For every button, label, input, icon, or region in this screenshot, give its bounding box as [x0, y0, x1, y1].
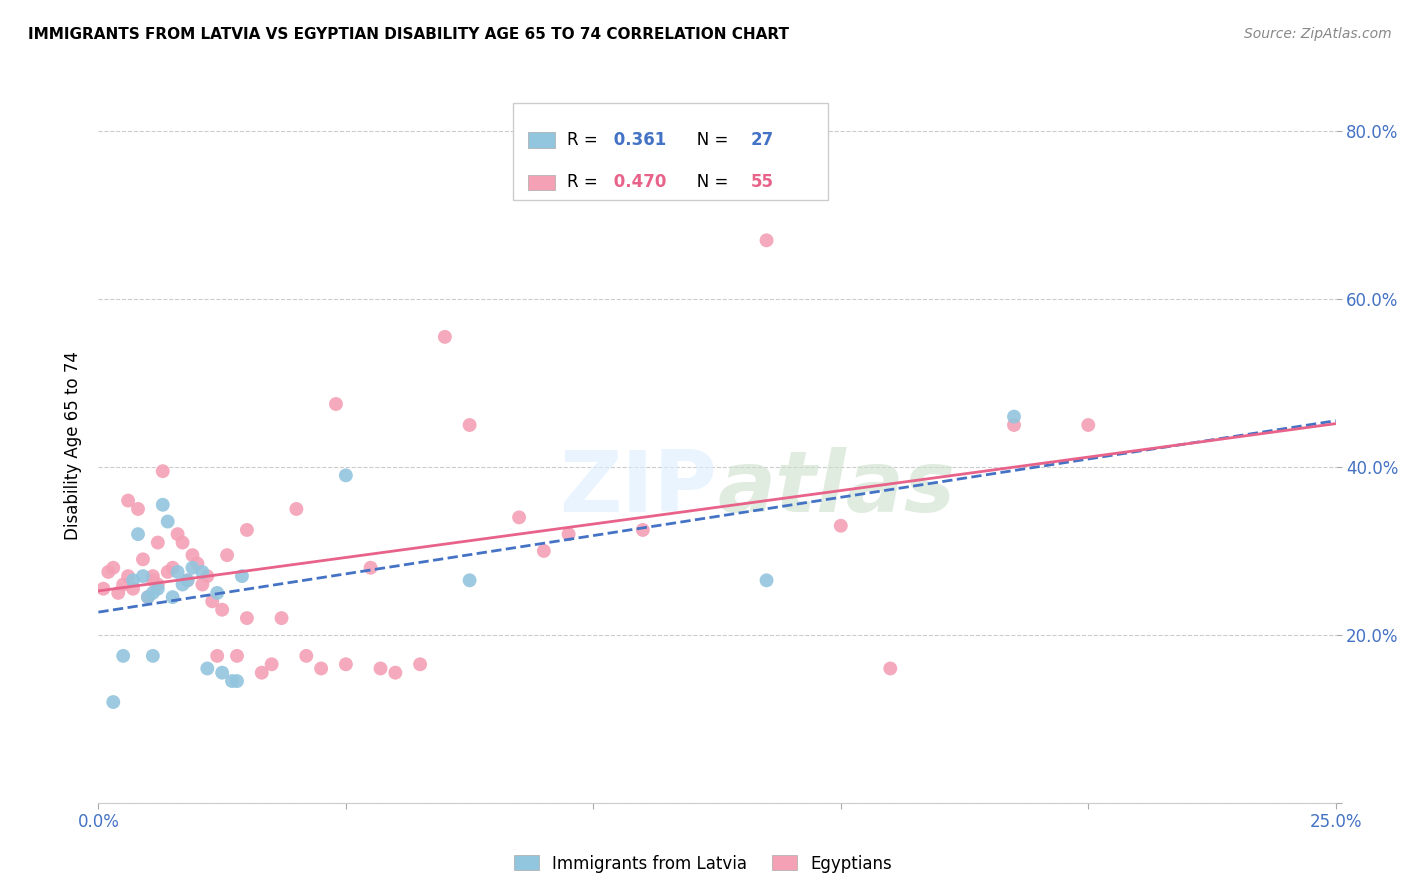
Text: Source: ZipAtlas.com: Source: ZipAtlas.com	[1244, 27, 1392, 41]
FancyBboxPatch shape	[527, 175, 555, 190]
Text: N =: N =	[681, 131, 734, 149]
Point	[325, 397, 347, 411]
Point	[755, 574, 778, 588]
Point	[152, 498, 174, 512]
Text: 0.361: 0.361	[609, 131, 666, 149]
Point	[122, 582, 145, 596]
Point	[156, 515, 179, 529]
Point	[152, 464, 174, 478]
Point	[181, 560, 204, 574]
Point	[117, 493, 139, 508]
Text: R =: R =	[568, 131, 603, 149]
Point	[107, 586, 129, 600]
Point	[195, 569, 218, 583]
Point	[146, 577, 169, 591]
Point	[508, 510, 530, 524]
Point	[176, 574, 198, 588]
Point	[127, 527, 149, 541]
Text: 55: 55	[751, 173, 773, 192]
Point	[146, 535, 169, 549]
Point	[830, 518, 852, 533]
Point	[1077, 417, 1099, 432]
Point	[295, 648, 318, 663]
Y-axis label: Disability Age 65 to 74: Disability Age 65 to 74	[65, 351, 83, 541]
Point	[122, 574, 145, 588]
Point	[309, 661, 332, 675]
Point	[97, 565, 120, 579]
Point	[250, 665, 273, 680]
Text: atlas: atlas	[717, 447, 955, 531]
Point	[136, 590, 159, 604]
Point	[191, 565, 214, 579]
Point	[335, 468, 357, 483]
Text: R =: R =	[568, 173, 603, 192]
Text: IMMIGRANTS FROM LATVIA VS EGYPTIAN DISABILITY AGE 65 TO 74 CORRELATION CHART: IMMIGRANTS FROM LATVIA VS EGYPTIAN DISAB…	[28, 27, 789, 42]
Point	[142, 648, 165, 663]
Point	[142, 586, 165, 600]
Point	[93, 582, 115, 596]
Point	[132, 552, 155, 566]
Text: 0.470: 0.470	[609, 173, 666, 192]
Point	[270, 611, 292, 625]
Point	[112, 577, 135, 591]
Point	[1002, 417, 1025, 432]
Point	[236, 523, 259, 537]
Point	[166, 565, 188, 579]
Point	[231, 569, 253, 583]
Point	[211, 603, 233, 617]
Point	[384, 665, 406, 680]
Point	[162, 560, 184, 574]
Point	[260, 657, 283, 672]
Legend: Immigrants from Latvia, Egyptians: Immigrants from Latvia, Egyptians	[508, 848, 898, 880]
Point	[335, 657, 357, 672]
Point	[409, 657, 432, 672]
Point	[156, 565, 179, 579]
Point	[879, 661, 901, 675]
Point	[127, 502, 149, 516]
Text: ZIP: ZIP	[560, 447, 717, 531]
Point	[433, 330, 456, 344]
Point	[132, 569, 155, 583]
Point	[360, 560, 382, 574]
Point	[533, 544, 555, 558]
Point	[117, 569, 139, 583]
Point	[136, 590, 159, 604]
Point	[1002, 409, 1025, 424]
Point	[285, 502, 308, 516]
Point	[211, 665, 233, 680]
Point	[172, 535, 194, 549]
Text: 27: 27	[751, 131, 773, 149]
Point	[205, 586, 228, 600]
Point	[226, 674, 249, 689]
Point	[201, 594, 224, 608]
Point	[458, 574, 481, 588]
Point	[112, 648, 135, 663]
Point	[186, 557, 208, 571]
Point	[103, 695, 125, 709]
Point	[162, 590, 184, 604]
Point	[236, 611, 259, 625]
Point	[181, 548, 204, 562]
Point	[103, 560, 125, 574]
FancyBboxPatch shape	[527, 132, 555, 148]
Point	[142, 574, 165, 588]
FancyBboxPatch shape	[513, 103, 828, 200]
Point	[146, 582, 169, 596]
Point	[166, 527, 188, 541]
Point	[226, 648, 249, 663]
Point	[205, 648, 228, 663]
Point	[142, 569, 165, 583]
Point	[221, 674, 243, 689]
Point	[755, 233, 778, 247]
Point	[191, 577, 214, 591]
Point	[195, 661, 218, 675]
Point	[370, 661, 392, 675]
Point	[176, 574, 198, 588]
Text: N =: N =	[681, 173, 734, 192]
Point	[631, 523, 654, 537]
Point	[458, 417, 481, 432]
Point	[557, 527, 579, 541]
Point	[217, 548, 239, 562]
Point	[172, 577, 194, 591]
